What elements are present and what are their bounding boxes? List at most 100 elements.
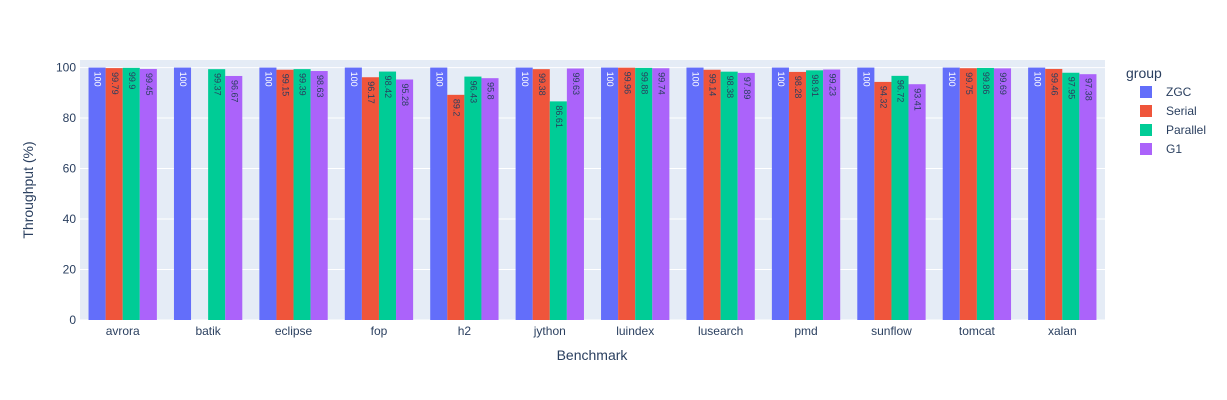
data-label-g1-lusearch: 97.89: [742, 77, 752, 100]
data-label-serial-xalan: 99.46: [1049, 73, 1059, 96]
data-label-serial-lusearch: 99.14: [708, 74, 718, 97]
bar-g1-pmd[interactable]: [823, 69, 841, 320]
x-axis-ticks: avrora batik eclipse fop h2 jython luindex luse…: [106, 324, 1077, 338]
data-label-serial-sunflow: 94.32: [879, 86, 889, 109]
data-label-serial-pmd: 98.28: [793, 76, 803, 99]
bar-parallel-luindex[interactable]: [635, 67, 653, 320]
y-tick-label: 0: [69, 313, 76, 327]
data-label-g1-avrora: 99.45: [144, 73, 154, 96]
y-tick-label: 60: [63, 162, 77, 176]
bar-zgc-jython[interactable]: [515, 67, 533, 320]
bar-g1-fop[interactable]: [396, 79, 414, 320]
bar-g1-eclipse[interactable]: [310, 71, 328, 320]
data-label-g1-luindex: 99.74: [656, 72, 666, 95]
y-tick-label: 20: [63, 263, 77, 277]
bar-serial-luindex[interactable]: [618, 67, 636, 320]
bar-serial-tomcat[interactable]: [959, 68, 977, 320]
bar-parallel-fop[interactable]: [378, 71, 397, 321]
x-tick-label-avrora: avrora: [106, 324, 140, 338]
legend[interactable]: group ZGC Serial Parallel G1: [1126, 65, 1206, 156]
data-label-zgc-avrora: 100: [93, 72, 103, 87]
data-label-parallel-sunflow: 96.72: [896, 80, 906, 103]
bars: [88, 67, 1097, 321]
bar-parallel-h2[interactable]: [464, 76, 482, 320]
data-label-zgc-h2: 100: [434, 72, 444, 87]
data-label-parallel-lusearch: 98.38: [725, 76, 735, 99]
data-label-serial-avrora: 99.79: [110, 72, 120, 95]
legend-label-parallel[interactable]: Parallel: [1166, 123, 1206, 137]
bar-serial-xalan[interactable]: [1045, 68, 1063, 321]
bar-g1-xalan[interactable]: [1079, 74, 1097, 321]
bar-g1-batik[interactable]: [225, 75, 243, 320]
bar-zgc-lusearch[interactable]: [686, 67, 704, 320]
data-label-g1-pmd: 99.23: [827, 74, 837, 97]
data-label-zgc-luindex: 100: [605, 72, 615, 87]
bar-g1-tomcat[interactable]: [993, 68, 1012, 320]
x-tick-label-luindex: luindex: [616, 324, 654, 338]
data-label-zgc-eclipse: 100: [264, 72, 274, 87]
bar-serial-jython[interactable]: [532, 69, 550, 320]
data-label-g1-h2: 95.8: [486, 82, 496, 100]
data-label-parallel-eclipse: 99.39: [298, 73, 308, 96]
legend-title: group: [1126, 65, 1162, 81]
data-label-parallel-avrora: 99.9: [127, 72, 137, 90]
x-axis-title: Benchmark: [557, 347, 629, 363]
bar-parallel-sunflow[interactable]: [891, 75, 909, 321]
y-tick-label: 40: [63, 212, 77, 226]
bar-g1-avrora[interactable]: [139, 68, 157, 320]
data-label-parallel-luindex: 99.88: [639, 72, 649, 95]
bar-parallel-xalan[interactable]: [1062, 72, 1080, 320]
gridlines: [80, 67, 1105, 321]
bar-parallel-eclipse[interactable]: [293, 69, 311, 321]
bar-zgc-pmd[interactable]: [771, 67, 789, 320]
x-tick-label-sunflow: sunflow: [871, 324, 912, 338]
data-label-serial-tomcat: 99.75: [964, 72, 974, 95]
legend-swatch-serial[interactable]: [1140, 105, 1152, 117]
legend-label-zgc[interactable]: ZGC: [1166, 85, 1192, 99]
bar-parallel-tomcat[interactable]: [976, 67, 994, 321]
y-axis-title: Throughput (%): [20, 141, 36, 238]
bar-zgc-xalan[interactable]: [1028, 67, 1046, 320]
bar-g1-h2[interactable]: [481, 78, 499, 320]
data-label-serial-fop: 96.17: [366, 81, 376, 104]
data-label-g1-batik: 96.67: [229, 80, 239, 103]
bar-serial-eclipse[interactable]: [276, 69, 294, 320]
legend-swatch-g1[interactable]: [1140, 143, 1152, 155]
bar-zgc-luindex[interactable]: [601, 67, 619, 320]
bar-g1-jython[interactable]: [566, 68, 584, 320]
bar-parallel-jython[interactable]: [549, 101, 567, 320]
bar-serial-lusearch[interactable]: [703, 69, 721, 321]
bar-parallel-avrora[interactable]: [122, 67, 140, 320]
data-label-zgc-fop: 100: [349, 72, 359, 87]
bar-zgc-sunflow[interactable]: [857, 67, 875, 320]
bar-zgc-h2[interactable]: [430, 67, 448, 320]
data-label-parallel-fop: 98.42: [383, 76, 393, 99]
bar-zgc-tomcat[interactable]: [942, 67, 960, 320]
bar-zgc-batik[interactable]: [173, 67, 192, 320]
bar-g1-sunflow[interactable]: [908, 84, 926, 320]
bar-g1-lusearch[interactable]: [737, 72, 755, 320]
bar-serial-pmd[interactable]: [788, 71, 807, 320]
bar-zgc-eclipse[interactable]: [259, 67, 277, 320]
bar-zgc-avrora[interactable]: [88, 67, 106, 320]
bar-zgc-fop[interactable]: [344, 67, 362, 320]
legend-label-g1[interactable]: G1: [1166, 142, 1182, 156]
bar-parallel-batik[interactable]: [208, 69, 226, 320]
bar-serial-avrora[interactable]: [105, 68, 123, 321]
legend-swatch-zgc[interactable]: [1140, 86, 1152, 98]
y-tick-label: 100: [56, 61, 76, 75]
data-label-g1-sunflow: 93.41: [913, 88, 923, 111]
x-tick-label-batik: batik: [195, 324, 221, 338]
x-tick-label-jython: jython: [533, 324, 566, 338]
legend-label-serial[interactable]: Serial: [1166, 104, 1197, 118]
bar-g1-luindex[interactable]: [652, 68, 670, 320]
bar-serial-sunflow[interactable]: [874, 81, 892, 321]
bar-parallel-pmd[interactable]: [806, 70, 824, 320]
bar-serial-fop[interactable]: [361, 77, 379, 320]
x-tick-label-xalan: xalan: [1048, 324, 1077, 338]
legend-swatch-parallel[interactable]: [1140, 124, 1152, 136]
bar-parallel-lusearch[interactable]: [720, 71, 738, 320]
data-label-g1-fop: 95.28: [400, 83, 410, 106]
bar-serial-h2[interactable]: [447, 94, 465, 320]
